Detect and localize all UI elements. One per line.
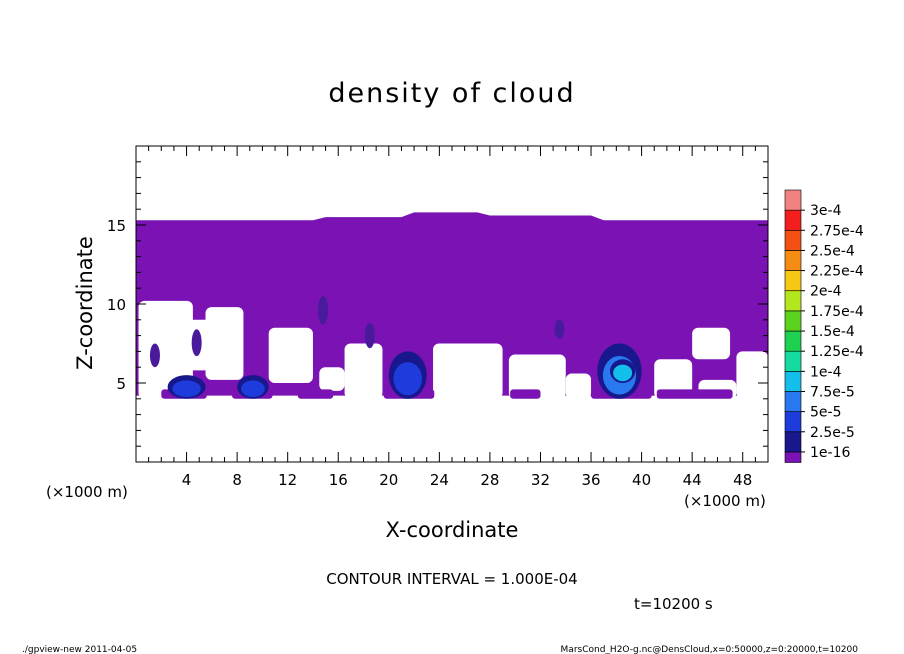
clear-gap bbox=[268, 327, 313, 383]
x-unit-label-left: (×1000 m) bbox=[46, 483, 128, 501]
colorbar: 1e-16 2.5e-5 5e-5 7.5e-5 1e-4 1.25e-4 1.5e-4 1.… bbox=[784, 189, 864, 463]
x-tick-label: 16 bbox=[329, 471, 348, 489]
colorbar-swatch bbox=[784, 290, 802, 312]
clear-gap bbox=[319, 367, 345, 391]
colorbar-swatch bbox=[784, 411, 802, 433]
footer-right: MarsCond_H2O-g.nc@DensCloud,x=0:50000,z=… bbox=[561, 645, 859, 654]
colorbar-label: 1.5e-4 bbox=[810, 324, 855, 340]
colorbar-label: 2.5e-4 bbox=[810, 243, 855, 259]
colorbar-label: 1e-4 bbox=[810, 364, 842, 380]
x-tick-label: 48 bbox=[733, 471, 752, 489]
colorbar-label: 3e-4 bbox=[810, 203, 842, 219]
colorbar-label: 2.25e-4 bbox=[810, 264, 864, 280]
colorbar-label: 7.5e-5 bbox=[810, 384, 855, 400]
density-streak bbox=[149, 343, 160, 368]
colorbar-label: 2.5e-5 bbox=[810, 425, 855, 441]
colorbar-swatch bbox=[784, 250, 802, 271]
clear-gap bbox=[344, 343, 383, 399]
x-tick-label: 12 bbox=[278, 471, 297, 489]
colorbar-label: 1.25e-4 bbox=[810, 344, 864, 360]
density-core bbox=[393, 362, 422, 396]
x-tick-label: 20 bbox=[379, 471, 398, 489]
x-tick-label: 36 bbox=[581, 471, 600, 489]
x-tick-label: 44 bbox=[683, 471, 702, 489]
density-core bbox=[172, 380, 201, 398]
density-streak bbox=[318, 296, 329, 325]
colorbar-swatch bbox=[784, 451, 802, 463]
clear-gap bbox=[565, 373, 592, 399]
colorbar-swatch bbox=[784, 270, 802, 292]
cloud-base bbox=[510, 389, 541, 399]
contour-interval-label: CONTOUR INTERVAL = 1.000E-04 bbox=[326, 570, 577, 588]
density-streak bbox=[191, 329, 202, 357]
x-tick-label: 24 bbox=[430, 471, 449, 489]
cloud-base bbox=[656, 389, 733, 399]
colorbar-label: 2.75e-4 bbox=[810, 223, 864, 239]
colorbar-swatch bbox=[784, 391, 802, 412]
colorbar-label: 1.75e-4 bbox=[810, 304, 864, 320]
chart-title: density of cloud bbox=[328, 78, 575, 109]
colorbar-swatch bbox=[784, 229, 802, 251]
colorbar-swatch bbox=[784, 371, 802, 392]
colorbar-label: 2e-4 bbox=[810, 284, 842, 300]
cloud-base bbox=[297, 389, 334, 399]
colorbar-swatch bbox=[784, 350, 802, 372]
y-axis-label: Z-coordinate bbox=[73, 236, 97, 370]
density-core bbox=[241, 380, 265, 398]
x-axis-label: X-coordinate bbox=[386, 518, 519, 542]
clear-gap bbox=[736, 351, 768, 399]
footer-left: ./gpview-new 2011-04-05 bbox=[22, 645, 137, 654]
x-unit-label-right: (×1000 m) bbox=[684, 492, 766, 510]
plot-area bbox=[136, 212, 768, 399]
x-tick-label: 8 bbox=[232, 471, 242, 489]
x-tick-label: 40 bbox=[632, 471, 651, 489]
x-tick-label: 32 bbox=[531, 471, 550, 489]
colorbar-swatch bbox=[784, 189, 802, 211]
colorbar-label: 1e-16 bbox=[810, 445, 850, 461]
colorbar-swatch bbox=[784, 310, 802, 332]
x-tick-label: 4 bbox=[182, 471, 192, 489]
clear-gap bbox=[508, 354, 566, 399]
density-streak bbox=[554, 319, 565, 339]
y-tick-label: 5 bbox=[116, 375, 126, 393]
clear-gap bbox=[205, 307, 244, 380]
y-tick-label: 15 bbox=[107, 217, 126, 235]
clear-gap bbox=[692, 327, 731, 360]
colorbar-swatch bbox=[784, 209, 802, 231]
density-streak bbox=[364, 322, 375, 349]
colorbar-label: 5e-5 bbox=[810, 405, 841, 421]
time-label: t=10200 s bbox=[634, 595, 713, 613]
y-tick-label: 10 bbox=[107, 296, 126, 314]
clear-gap bbox=[433, 343, 503, 399]
colorbar-swatch bbox=[784, 431, 802, 453]
colorbar-swatch bbox=[784, 330, 802, 352]
clear-gap bbox=[654, 359, 693, 399]
density-core bbox=[613, 364, 633, 382]
x-tick-label: 28 bbox=[480, 471, 499, 489]
